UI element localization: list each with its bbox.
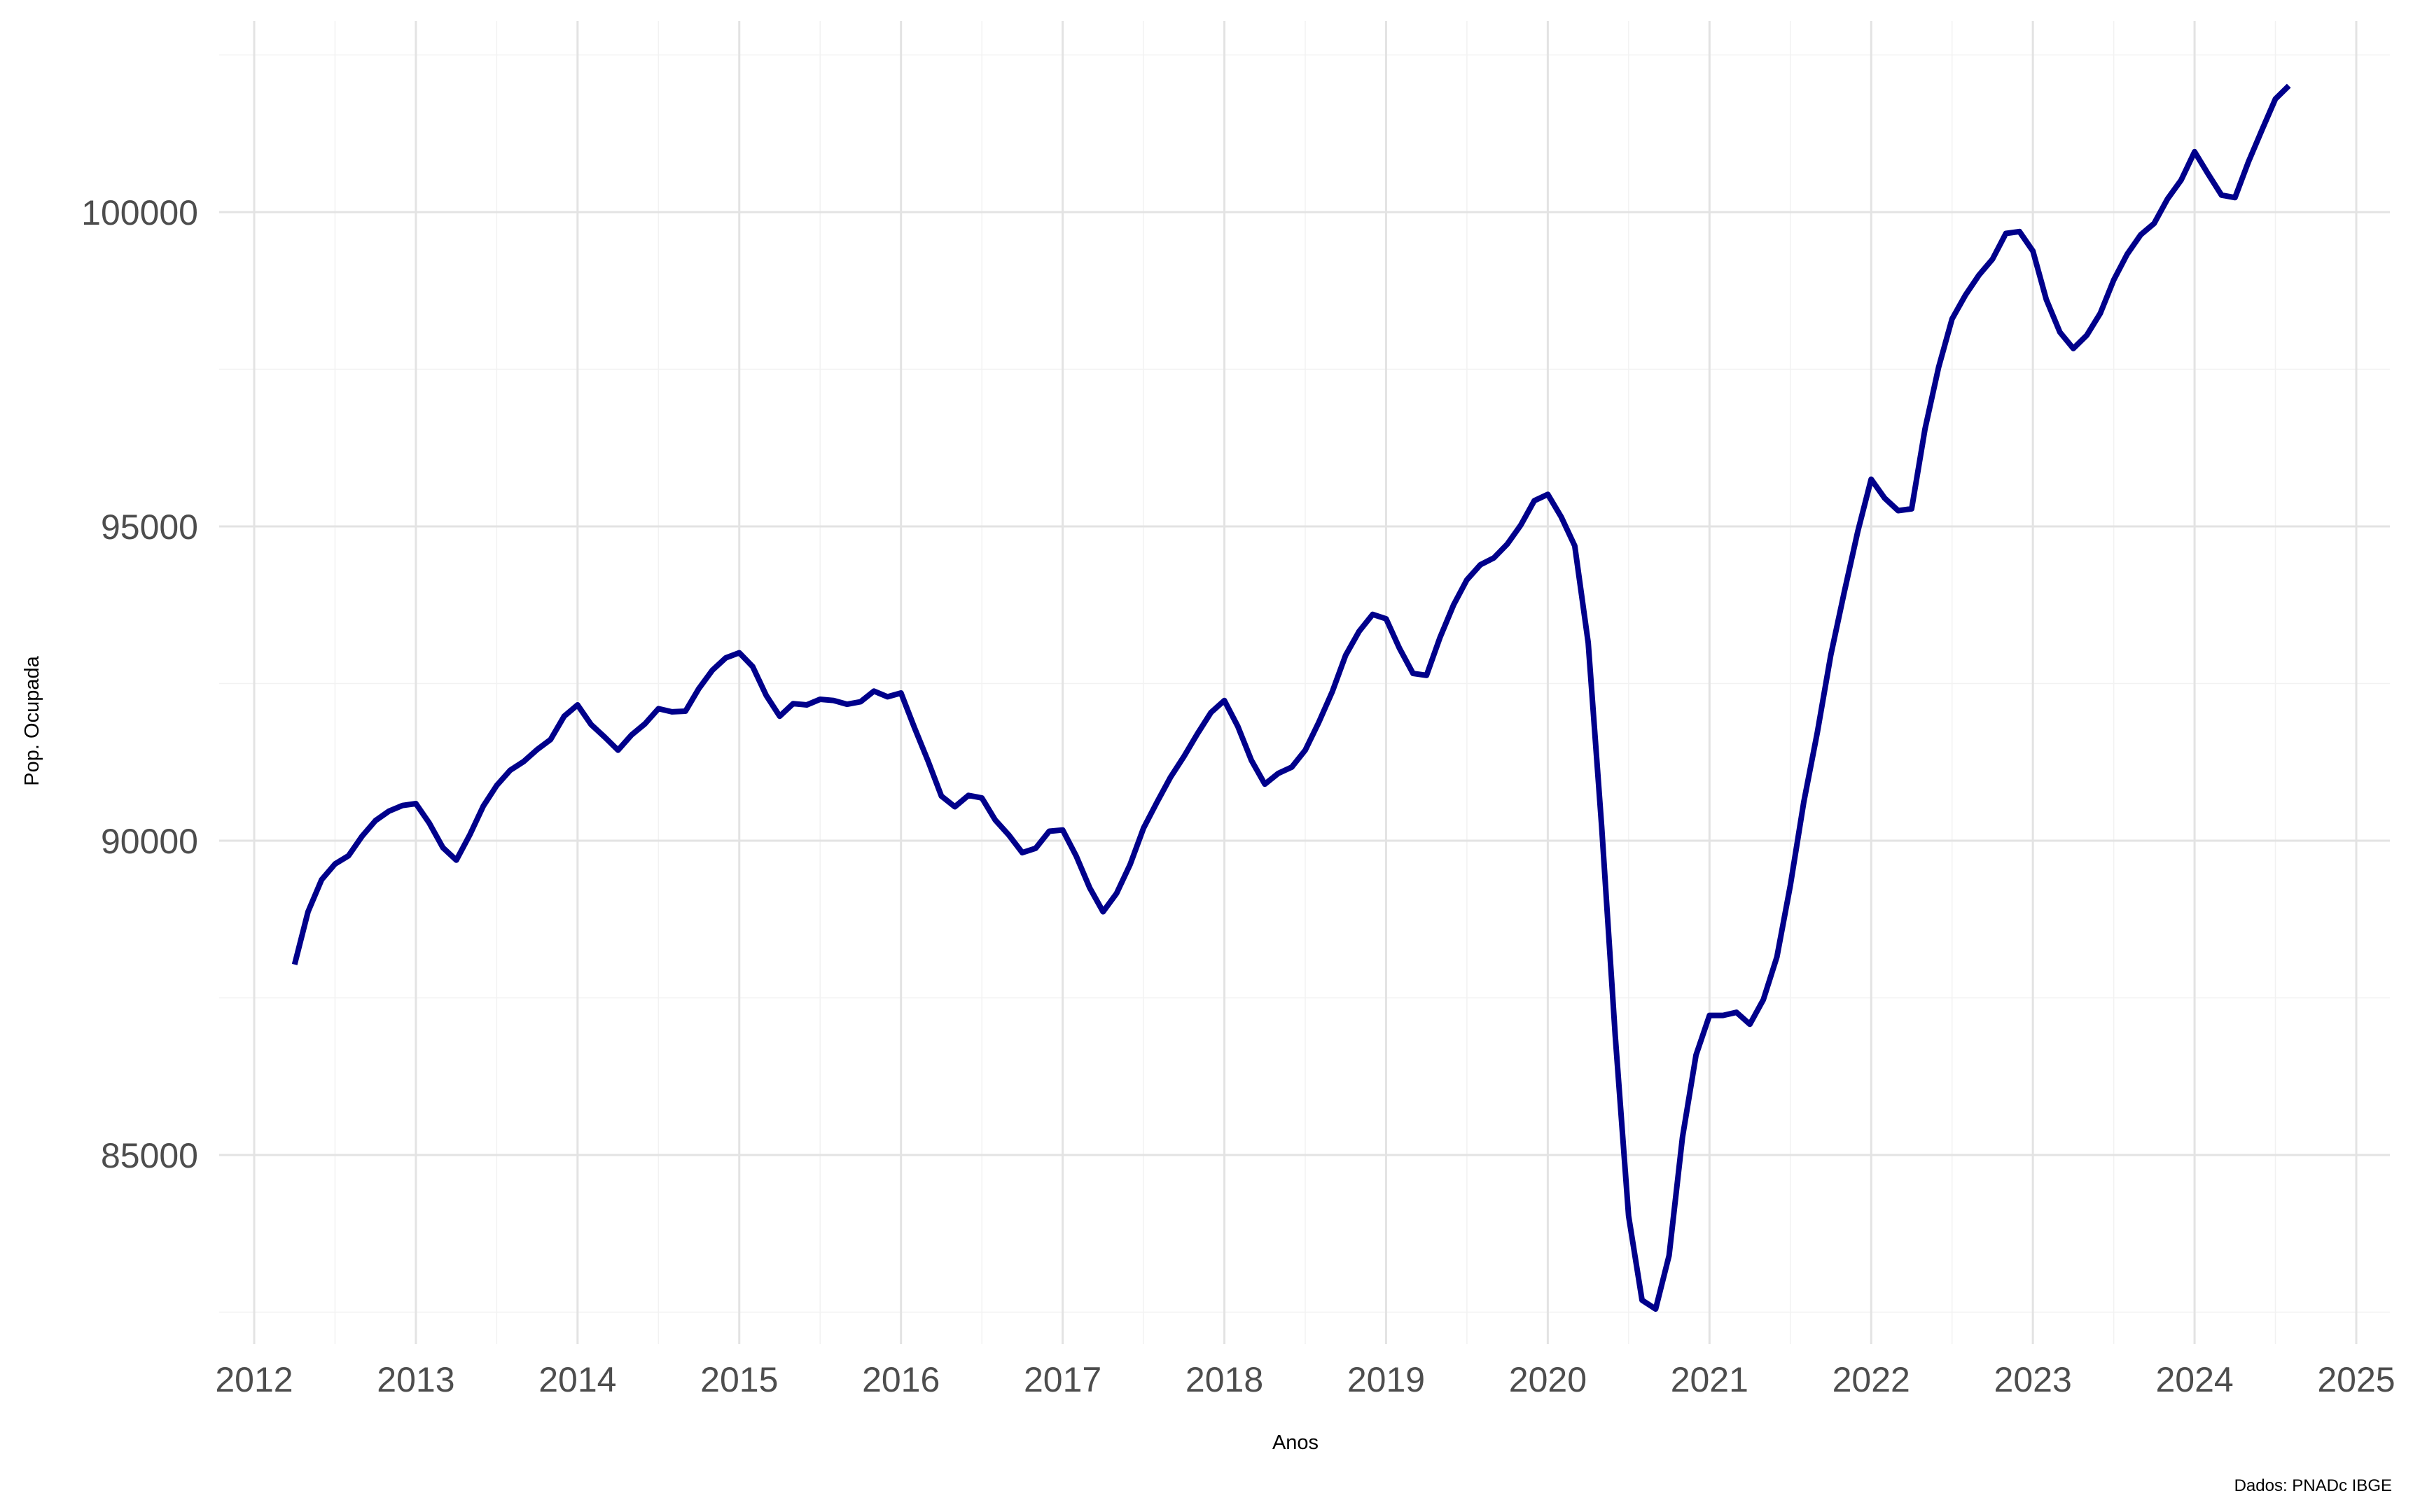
x-tick-label: 2013 bbox=[377, 1360, 454, 1399]
x-tick-label: 2019 bbox=[1347, 1360, 1425, 1399]
x-tick-label: 2021 bbox=[1671, 1360, 1748, 1399]
y-tick-label: 85000 bbox=[101, 1136, 198, 1175]
series-layer bbox=[291, 83, 2291, 1312]
x-axis-tick-labels: 2012 2013 2014 2015 2016 2017 2018 2019 2020 2021… bbox=[215, 1360, 2395, 1399]
x-tick-label: 2023 bbox=[1994, 1360, 2072, 1399]
y-axis-tick-labels: 85000 90000 95000 100000 bbox=[81, 193, 198, 1175]
major-gridlines bbox=[219, 21, 2390, 1344]
series-line bbox=[291, 83, 2291, 1312]
x-tick-label: 2016 bbox=[862, 1360, 940, 1399]
x-tick-label: 2014 bbox=[538, 1360, 616, 1399]
caption: Dados: PNADc IBGE bbox=[2234, 1476, 2392, 1495]
x-tick-label: 2015 bbox=[700, 1360, 778, 1399]
x-tick-label: 2025 bbox=[2317, 1360, 2395, 1399]
y-axis-title: Pop. Ocupada bbox=[21, 655, 43, 785]
x-tick-label: 2022 bbox=[1833, 1360, 1910, 1399]
x-tick-label: 2017 bbox=[1024, 1360, 1101, 1399]
x-tick-label: 2024 bbox=[2155, 1360, 2233, 1399]
minor-gridlines bbox=[219, 21, 2390, 1344]
y-tick-label: 95000 bbox=[101, 507, 198, 547]
y-tick-label: 100000 bbox=[81, 193, 198, 232]
x-tick-label: 2018 bbox=[1185, 1360, 1263, 1399]
x-tick-label: 2012 bbox=[215, 1360, 293, 1399]
x-axis-title: Anos bbox=[1272, 1432, 1319, 1454]
x-tick-label: 2020 bbox=[1509, 1360, 1587, 1399]
y-tick-label: 90000 bbox=[101, 822, 198, 861]
